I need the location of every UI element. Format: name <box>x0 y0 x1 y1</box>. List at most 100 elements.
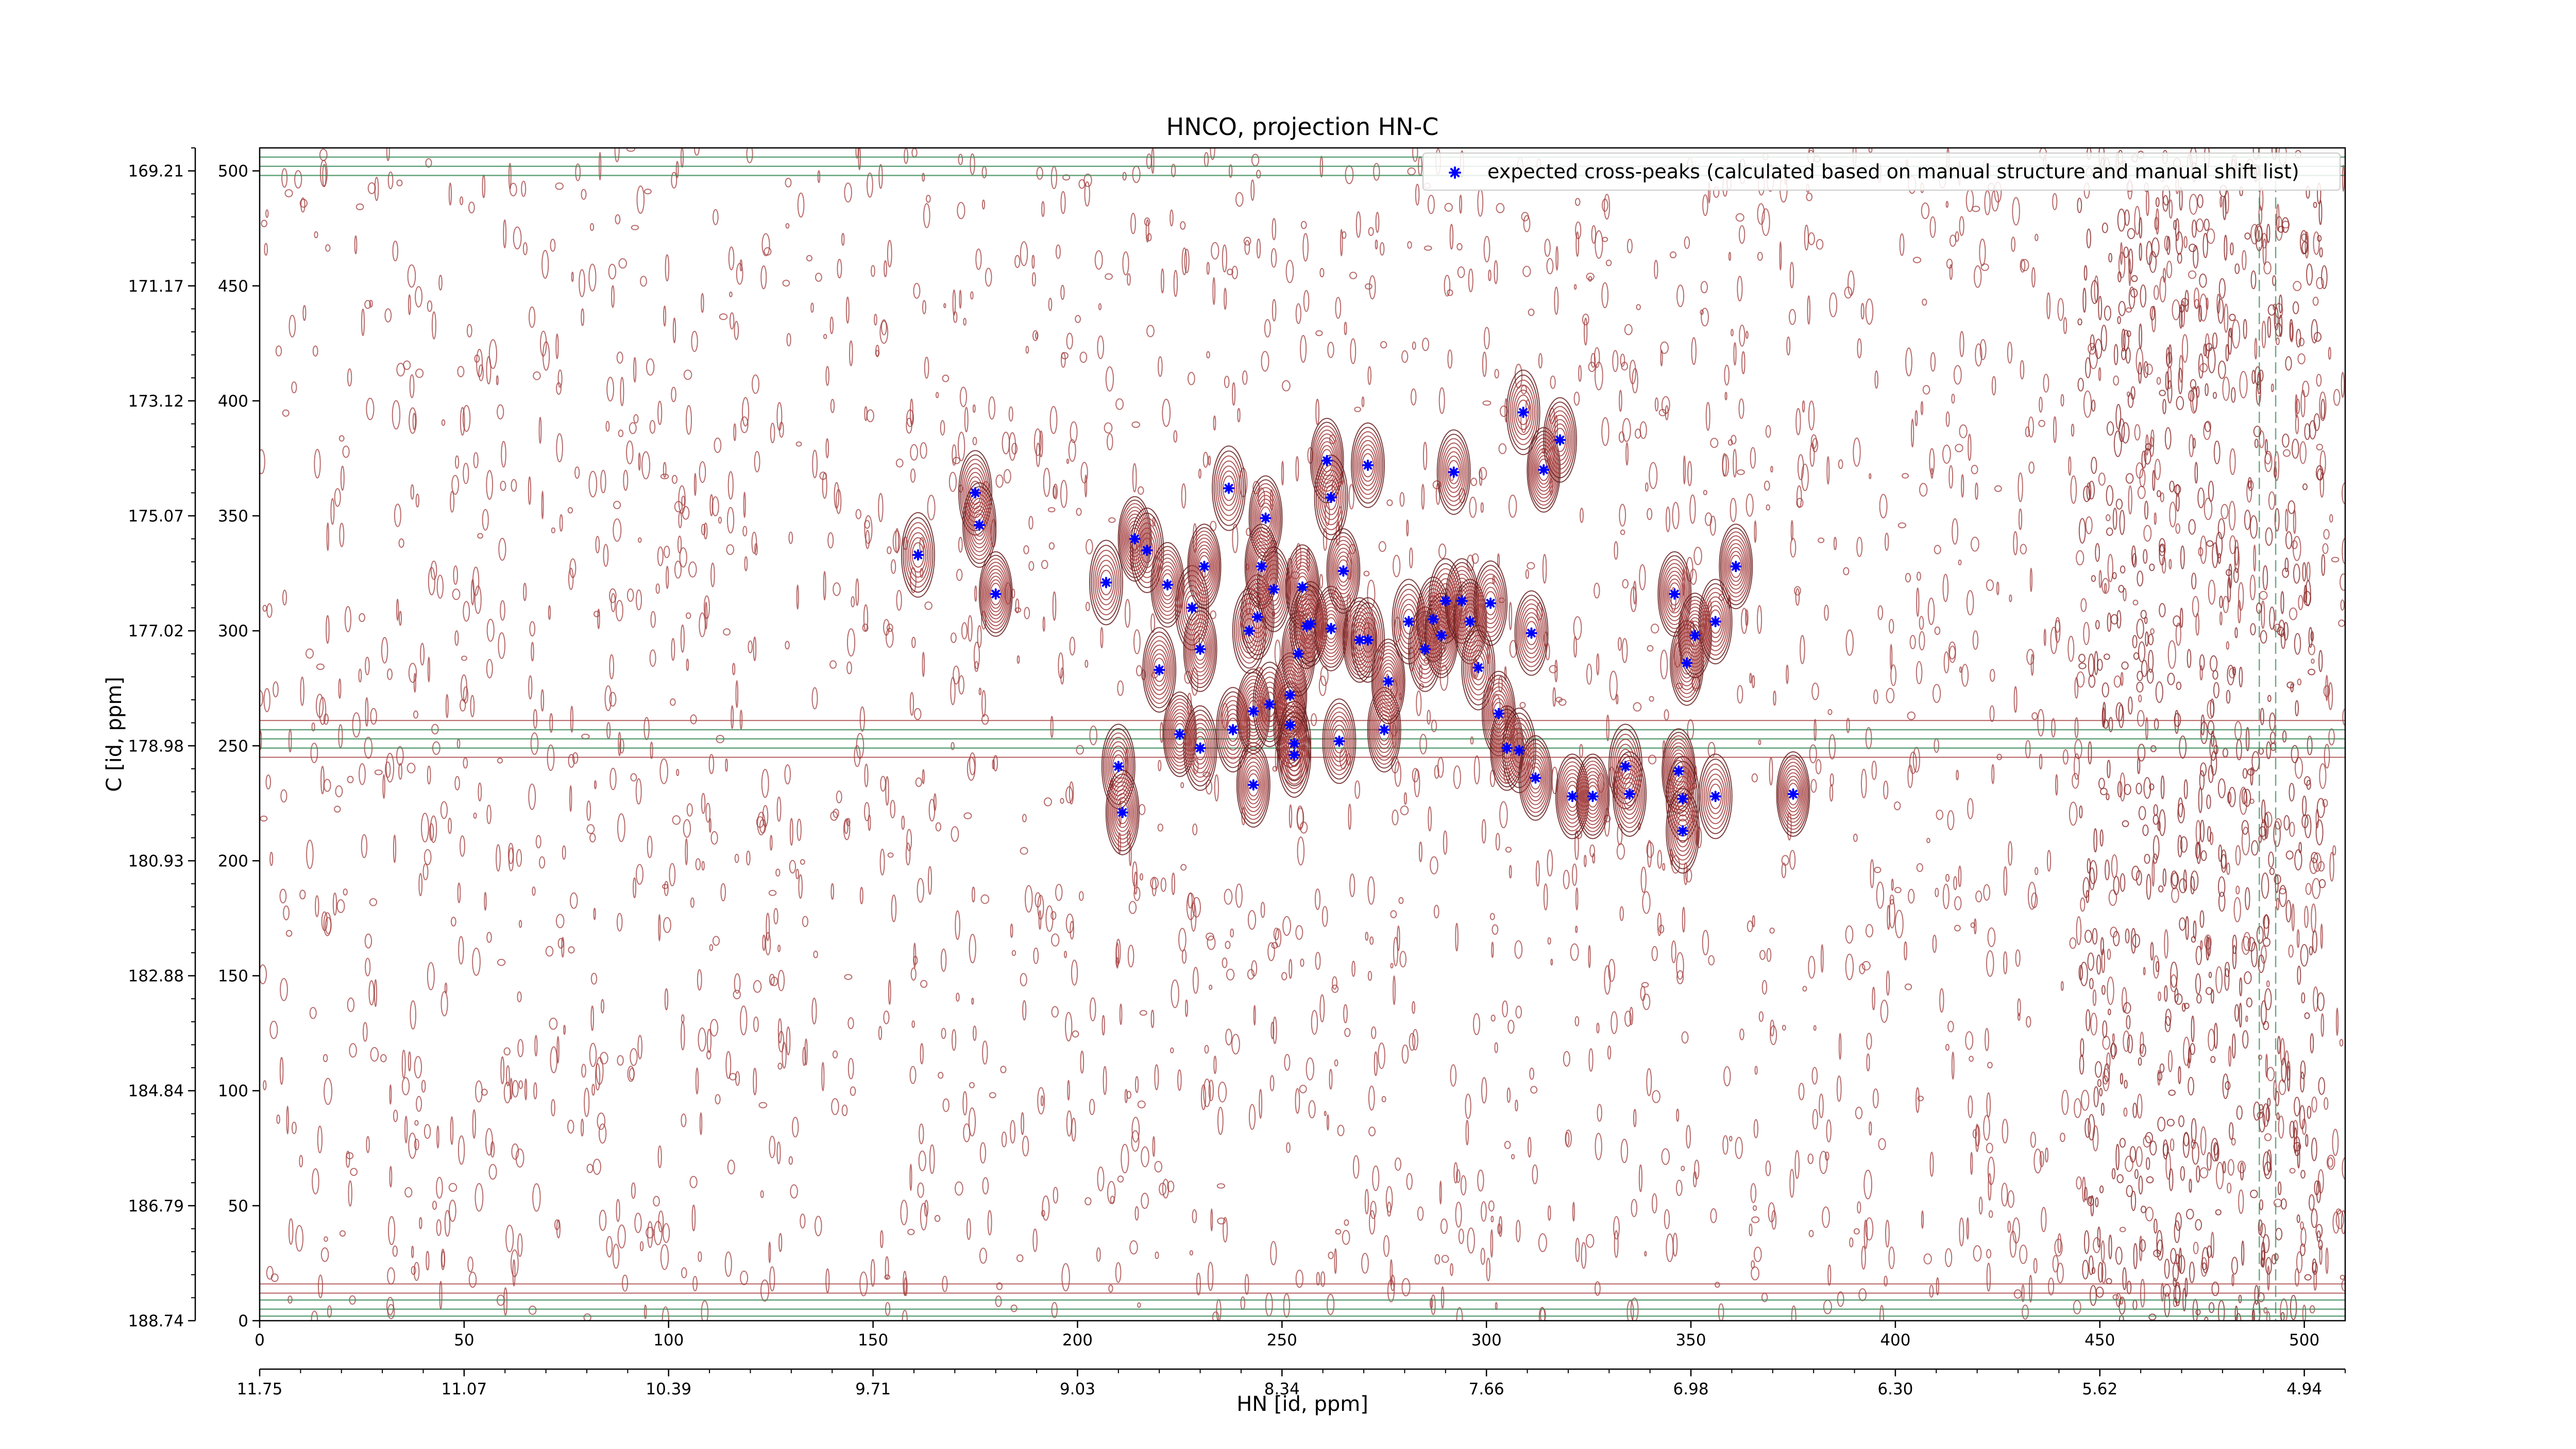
noise-contour <box>981 714 989 725</box>
cross-peak-marker <box>1681 657 1693 669</box>
noise-contour <box>870 1259 875 1287</box>
noise-contour <box>1961 664 1969 687</box>
noise-contour <box>2280 1038 2285 1066</box>
noise-contour <box>2204 497 2213 520</box>
noise-contour <box>1222 244 1227 273</box>
noise-contour <box>2293 281 2302 291</box>
noise-contour <box>1407 167 1416 176</box>
noise-contour <box>1224 376 1230 389</box>
noise-contour <box>1959 331 1964 358</box>
noise-contour <box>423 1124 431 1139</box>
cross-peak-marker <box>1162 579 1174 591</box>
noise-contour <box>1983 1115 1990 1141</box>
x-index-tick-label: 0 <box>255 1331 265 1350</box>
noise-contour <box>797 192 805 218</box>
noise-contour <box>958 536 963 553</box>
noise-contour <box>1456 1307 1463 1321</box>
noise-contour <box>460 835 465 857</box>
noise-contour <box>2028 416 2034 437</box>
noise-contour <box>2320 923 2323 949</box>
noise-contour <box>1300 821 1308 834</box>
noise-contour <box>2060 981 2064 991</box>
noise-contour <box>1786 664 1789 684</box>
noise-contour <box>1131 421 1140 428</box>
noise-contour <box>618 429 624 437</box>
noise-contour <box>890 800 895 819</box>
noise-contour <box>1528 1137 1532 1158</box>
noise-contour <box>735 1071 740 1086</box>
noise-contour <box>1427 195 1435 214</box>
noise-contour <box>1078 891 1084 901</box>
noise-contour <box>874 313 877 326</box>
noise-contour <box>1170 1047 1174 1054</box>
noise-contour <box>575 163 581 181</box>
noise-contour <box>762 805 769 828</box>
noise-contour <box>1595 1281 1601 1296</box>
noise-contour <box>2039 396 2043 413</box>
noise-contour <box>1504 1141 1511 1149</box>
noise-contour <box>1578 365 1582 382</box>
noise-contour <box>323 912 332 936</box>
noise-contour <box>382 774 385 799</box>
noise-contour <box>1406 1173 1413 1190</box>
noise-contour <box>1630 586 1637 612</box>
noise-contour <box>773 908 778 924</box>
noise-contour <box>2192 386 2198 413</box>
noise-contour <box>2128 485 2132 515</box>
noise-contour <box>370 707 377 725</box>
noise-contour <box>1011 443 1018 454</box>
noise-contour <box>866 409 874 423</box>
noise-contour <box>436 575 444 599</box>
noise-contour <box>879 320 889 344</box>
noise-contour <box>878 164 883 189</box>
noise-contour <box>1640 986 1646 1001</box>
noise-contour <box>1433 904 1439 919</box>
noise-contour <box>486 804 492 824</box>
noise-contour <box>1273 928 1279 940</box>
noise-contour <box>734 973 741 994</box>
noise-contour <box>922 173 925 182</box>
noise-contour <box>1367 971 1372 981</box>
noise-contour <box>568 567 574 591</box>
noise-contour <box>1672 502 1680 529</box>
noise-contour <box>663 462 667 478</box>
noise-contour <box>1595 1133 1602 1160</box>
noise-contour <box>1996 581 1999 596</box>
noise-contour <box>1647 508 1653 520</box>
noise-contour <box>1256 238 1261 259</box>
noise-contour <box>1117 1175 1124 1183</box>
noise-contour <box>332 892 337 916</box>
noise-contour <box>782 1042 787 1069</box>
noise-contour <box>1071 1117 1076 1142</box>
noise-contour <box>1905 347 1912 377</box>
noise-contour <box>1509 865 1512 879</box>
noise-contour <box>1381 1096 1386 1103</box>
noise-contour <box>452 588 461 600</box>
noise-contour <box>1048 542 1055 550</box>
noise-contour <box>450 491 455 513</box>
noise-contour <box>788 1156 793 1165</box>
noise-contour <box>695 1067 699 1094</box>
noise-contour <box>440 1249 445 1271</box>
noise-contour <box>1456 243 1463 250</box>
noise-contour <box>909 1066 917 1084</box>
noise-contour <box>1942 884 1950 909</box>
noise-contour <box>1440 1286 1445 1309</box>
noise-contour <box>1786 336 1791 356</box>
cross-peak-marker <box>1448 466 1460 478</box>
noise-contour <box>1104 422 1113 434</box>
noise-contour <box>1759 950 1766 960</box>
noise-contour <box>1934 545 1941 554</box>
noise-contour <box>445 694 449 718</box>
cross-peak-marker <box>1673 765 1685 777</box>
noise-contour <box>1125 599 1131 628</box>
cross-peak-marker <box>1325 622 1337 634</box>
noise-contour <box>1482 400 1492 406</box>
noise-contour <box>365 957 371 976</box>
noise-contour <box>1617 823 1623 846</box>
noise-contour <box>1460 1175 1467 1195</box>
noise-contour <box>444 982 448 994</box>
noise-contour <box>1096 1247 1101 1262</box>
cross-peak-marker <box>1419 643 1431 655</box>
noise-contour <box>1722 1135 1728 1155</box>
